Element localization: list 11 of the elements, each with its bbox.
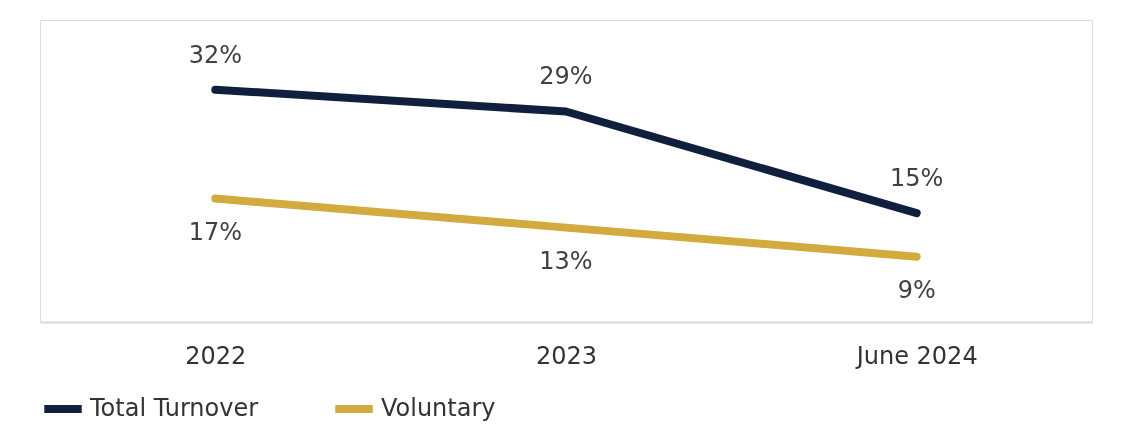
x-tick-label: June 2024 — [854, 341, 978, 370]
x-tick-label: 2022 — [185, 341, 247, 370]
legend-label: Voluntary — [381, 394, 496, 422]
data-label: 17% — [188, 217, 243, 246]
data-label: 13% — [539, 246, 593, 275]
legend-label: Total Turnover — [89, 394, 259, 422]
data-label: 29% — [539, 62, 593, 91]
data-label: 15% — [889, 164, 944, 193]
x-tick-label: 2023 — [535, 341, 598, 370]
data-label: 9% — [897, 275, 936, 304]
data-label: 32% — [188, 40, 243, 69]
